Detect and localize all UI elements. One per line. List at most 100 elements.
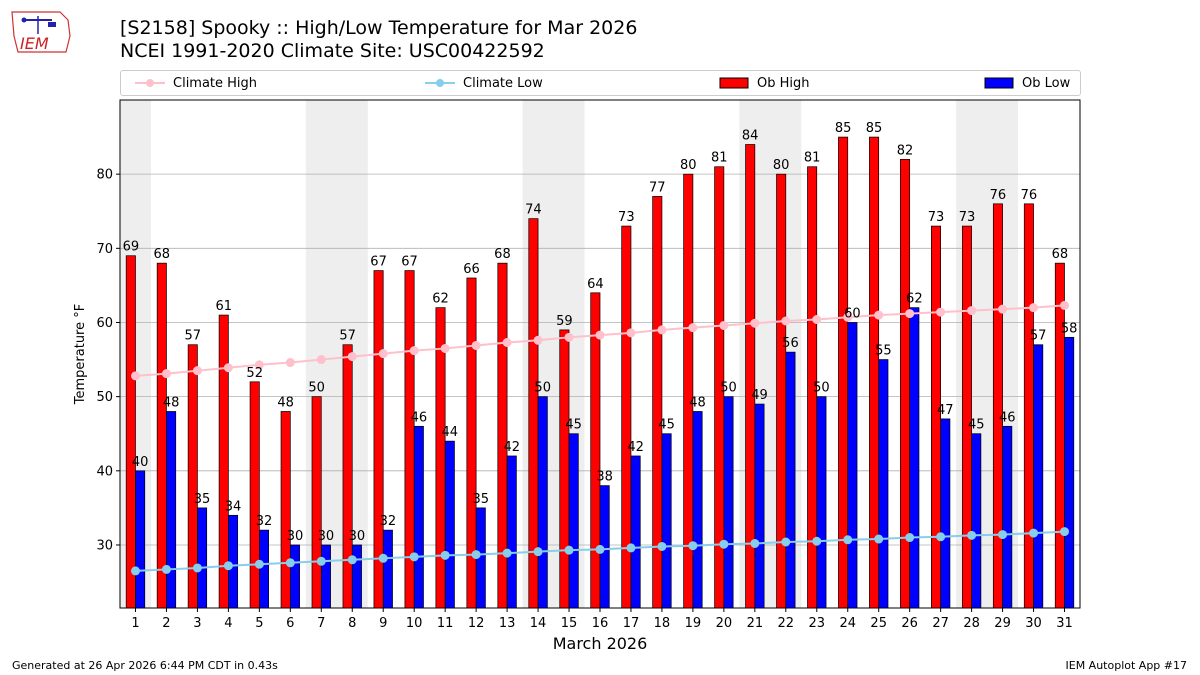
bar-ob-low-2 <box>166 411 177 609</box>
label-ob-low-11: 44 <box>442 425 459 440</box>
bar-ob-high-15 <box>559 329 570 609</box>
label-ob-high-22: 80 <box>773 158 790 173</box>
label-ob-low-17: 42 <box>627 440 644 455</box>
bar-ob-low-27 <box>940 418 951 609</box>
bar-ob-low-18 <box>661 433 672 609</box>
point-climate-low-7 <box>316 556 326 566</box>
bar-ob-low-31 <box>1064 336 1075 609</box>
chart-title: [S2158] Spooky :: High/Low Temperature f… <box>120 17 638 39</box>
point-climate-high-8 <box>347 352 357 362</box>
point-climate-high-15 <box>564 332 574 342</box>
chart-legend: Climate High Climate Low Ob High Ob Low <box>120 70 1081 96</box>
xtick-label-3: 3 <box>193 616 201 631</box>
bar-ob-high-21 <box>745 144 756 609</box>
xtick-label-15: 15 <box>561 616 578 631</box>
bar-ob-low-7 <box>320 544 331 609</box>
label-ob-high-2: 68 <box>154 247 171 262</box>
label-ob-high-3: 57 <box>185 329 202 344</box>
label-ob-low-30: 57 <box>1030 329 1047 344</box>
bar-ob-low-25 <box>878 359 889 609</box>
bar-ob-low-3 <box>197 507 208 609</box>
point-climate-high-31 <box>1060 300 1070 310</box>
point-climate-high-22 <box>781 316 791 326</box>
legend-item-ob-high: Ob High <box>719 71 810 95</box>
label-ob-high-9: 67 <box>370 255 387 270</box>
label-ob-high-28: 73 <box>959 210 976 225</box>
xtick-label-24: 24 <box>839 616 856 631</box>
label-ob-low-9: 32 <box>380 514 397 529</box>
bar-ob-low-22 <box>785 351 796 609</box>
label-ob-high-14: 74 <box>525 203 542 218</box>
legend-item-climate-high: Climate High <box>135 71 257 95</box>
label-ob-low-12: 35 <box>473 492 490 507</box>
legend-label-ob-high: Ob High <box>757 75 810 91</box>
bar-ob-low-5 <box>259 529 269 609</box>
point-climate-low-13 <box>502 548 512 558</box>
xtick-label-23: 23 <box>809 616 826 631</box>
label-ob-low-8: 30 <box>349 529 366 544</box>
point-climate-high-30 <box>1029 303 1039 313</box>
bar-ob-low-14 <box>537 396 548 609</box>
xtick-label-10: 10 <box>406 616 423 631</box>
label-ob-high-8: 57 <box>339 329 356 344</box>
point-climate-high-1 <box>130 371 140 381</box>
point-climate-low-9 <box>378 553 388 563</box>
point-climate-high-27 <box>936 307 946 317</box>
label-ob-high-6: 48 <box>277 395 294 410</box>
point-climate-low-10 <box>409 552 419 562</box>
bar-ob-low-24 <box>847 322 858 609</box>
point-climate-low-1 <box>130 566 140 576</box>
label-ob-low-5: 32 <box>256 514 273 529</box>
point-climate-high-14 <box>533 335 543 345</box>
xtick-label-25: 25 <box>870 616 887 631</box>
label-ob-low-29: 46 <box>999 410 1016 425</box>
point-climate-high-20 <box>719 320 729 330</box>
label-ob-high-24: 85 <box>835 121 852 136</box>
footer-app-text: IEM Autoplot App #17 <box>1065 659 1188 672</box>
label-ob-high-17: 73 <box>618 210 635 225</box>
label-ob-low-27: 47 <box>937 403 954 418</box>
xtick-label-2: 2 <box>162 616 170 631</box>
point-climate-high-19 <box>688 323 698 333</box>
point-climate-high-13 <box>502 338 512 348</box>
label-ob-high-15: 59 <box>556 314 573 329</box>
point-climate-low-8 <box>347 555 357 565</box>
point-climate-high-3 <box>192 366 202 376</box>
point-climate-low-17 <box>626 543 636 553</box>
bar-ob-low-17 <box>630 455 641 609</box>
bar-ob-low-13 <box>506 455 517 609</box>
label-ob-high-13: 68 <box>494 247 511 262</box>
bar-ob-high-6 <box>280 411 291 609</box>
point-climate-low-19 <box>688 541 698 551</box>
bar-ob-low-11 <box>444 440 455 609</box>
point-climate-high-4 <box>223 363 233 373</box>
bar-ob-low-29 <box>1002 425 1013 609</box>
bar-ob-low-6 <box>289 544 300 609</box>
label-ob-low-13: 42 <box>503 440 520 455</box>
label-ob-high-27: 73 <box>928 210 945 225</box>
point-climate-high-6 <box>285 358 295 368</box>
label-ob-low-19: 48 <box>689 395 706 410</box>
bar-ob-low-30 <box>1033 344 1044 609</box>
label-ob-high-12: 66 <box>463 262 480 277</box>
point-climate-low-20 <box>719 539 729 549</box>
ytick-label-70: 70 <box>96 242 113 257</box>
label-ob-high-18: 77 <box>649 180 666 195</box>
point-climate-high-12 <box>471 340 481 350</box>
label-ob-high-23: 81 <box>804 151 821 166</box>
iem-logo: IEM <box>11 11 71 53</box>
label-ob-low-10: 46 <box>411 410 428 425</box>
label-ob-high-30: 76 <box>1021 188 1038 203</box>
bar-ob-high-1 <box>125 255 136 609</box>
point-climate-low-28 <box>967 530 977 540</box>
bar-ob-low-10 <box>413 425 424 609</box>
legend-swatch-ob-low <box>984 77 1014 89</box>
bar-ob-low-28 <box>971 433 982 609</box>
point-climate-low-12 <box>471 550 481 560</box>
xtick-label-9: 9 <box>379 616 387 631</box>
xtick-label-1: 1 <box>131 616 139 631</box>
legend-item-ob-low: Ob Low <box>984 71 1070 95</box>
label-ob-high-10: 67 <box>401 255 418 270</box>
label-ob-high-21: 84 <box>742 128 759 143</box>
bar-ob-high-31 <box>1054 262 1065 609</box>
